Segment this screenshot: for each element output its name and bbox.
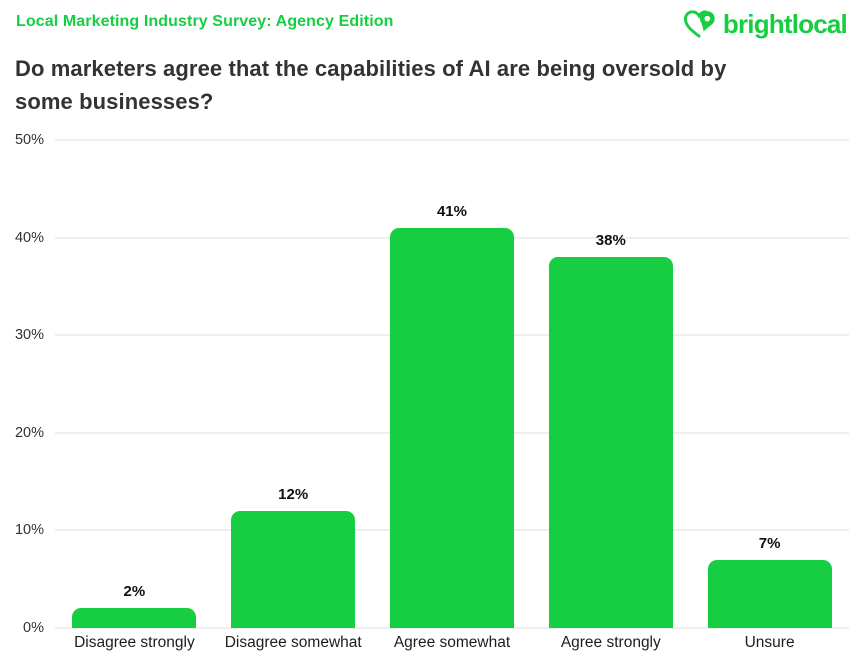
bar-unsure bbox=[707, 559, 832, 628]
bar-column-agree-somewhat: 41% bbox=[373, 140, 532, 628]
bar-value-label: 2% bbox=[123, 583, 146, 601]
x-axis-label-disagree-strongly: Disagree strongly bbox=[74, 634, 195, 651]
x-axis-labels: Disagree strongly Disagree somewhat Agree … bbox=[55, 634, 849, 652]
bars-row: 2% 12% 41% 38% 7% bbox=[55, 140, 849, 628]
survey-eyebrow: Local Marketing Industry Survey: Agency … bbox=[16, 13, 394, 30]
x-axis-label-agree-strongly: Agree strongly bbox=[560, 634, 661, 651]
bar-disagree-strongly bbox=[72, 608, 197, 628]
bar-agree-somewhat bbox=[389, 227, 514, 628]
gridline bbox=[55, 627, 849, 629]
bar-agree-strongly bbox=[548, 257, 673, 628]
bar-value-label: 12% bbox=[278, 485, 309, 503]
bar-column-agree-strongly: 38% bbox=[531, 140, 690, 628]
y-tick-label: 0% bbox=[23, 620, 44, 636]
bar-column-disagree-strongly: 2% bbox=[55, 140, 214, 628]
bar-value-label: 7% bbox=[758, 534, 781, 552]
y-tick-label: 50% bbox=[14, 132, 44, 148]
y-tick-label: 20% bbox=[14, 424, 44, 441]
bar-column-disagree-somewhat: 12% bbox=[214, 140, 373, 628]
heart-pin-icon bbox=[683, 8, 718, 40]
bar-value-label: 41% bbox=[436, 202, 467, 220]
y-tick-label: 10% bbox=[14, 522, 44, 539]
x-axis-label-unsure: Unsure bbox=[744, 634, 795, 651]
x-axis-label-agree-somewhat: Agree somewhat bbox=[393, 634, 511, 651]
x-axis-label-disagree-somewhat: Disagree somewhat bbox=[224, 634, 362, 651]
brightlocal-logo: brightlocal bbox=[683, 8, 848, 40]
gridline bbox=[55, 139, 849, 141]
header: Local Marketing Industry Survey: Agency … bbox=[0, 0, 860, 128]
logo-wordmark: brightlocal bbox=[722, 8, 848, 39]
plot-area: 0% 10% 20% 30% 40% 50% 2% 12% 41% 38% 7% bbox=[15, 132, 849, 636]
y-tick-label: 40% bbox=[14, 229, 44, 246]
y-tick-label: 30% bbox=[14, 327, 44, 344]
chart-title: Do marketers agree that the capabilities… bbox=[15, 56, 727, 114]
bar-chart: 0% 10% 20% 30% 40% 50% 2% 12% 41% 38% 7% Disagree … bbox=[0, 128, 860, 669]
bar-value-label: 38% bbox=[595, 232, 626, 250]
bar-column-unsure: 7% bbox=[690, 140, 849, 628]
bar-disagree-somewhat bbox=[231, 510, 356, 628]
